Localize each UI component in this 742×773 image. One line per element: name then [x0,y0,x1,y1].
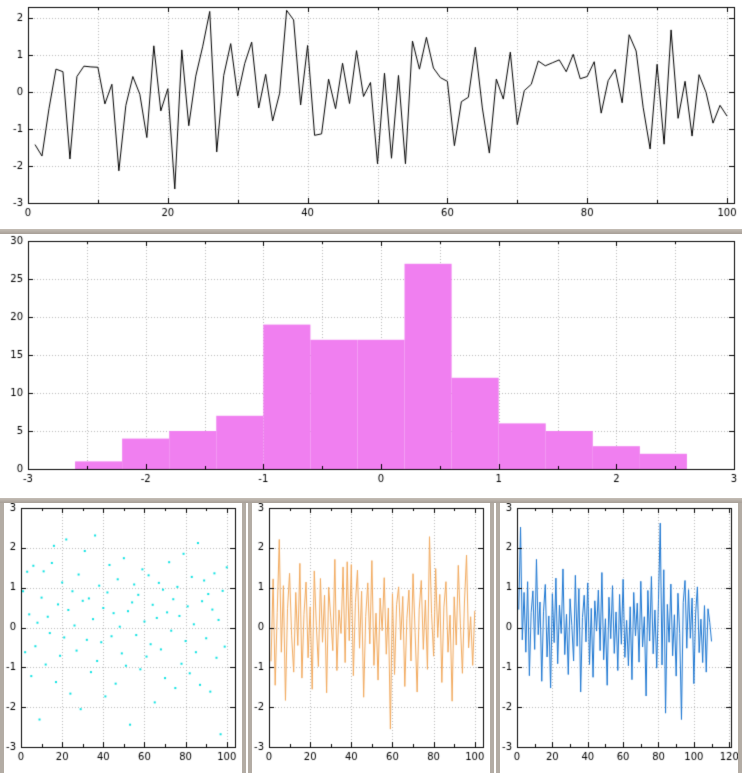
orange-line-chart-canvas [252,503,490,773]
bottom-chart-row [0,503,742,773]
scatter-panel [0,503,246,773]
horizontal-separator-2 [0,498,742,503]
horizontal-separator-1 [0,229,742,234]
top-line-chart-canvas [0,0,742,229]
scatter-chart-canvas [4,503,242,773]
histogram-panel [0,234,742,498]
top-line-panel [0,0,742,229]
histogram-chart-canvas [0,234,742,498]
orange-line-panel [248,503,494,773]
blue-line-panel [496,503,742,773]
blue-line-chart-canvas [500,503,738,773]
